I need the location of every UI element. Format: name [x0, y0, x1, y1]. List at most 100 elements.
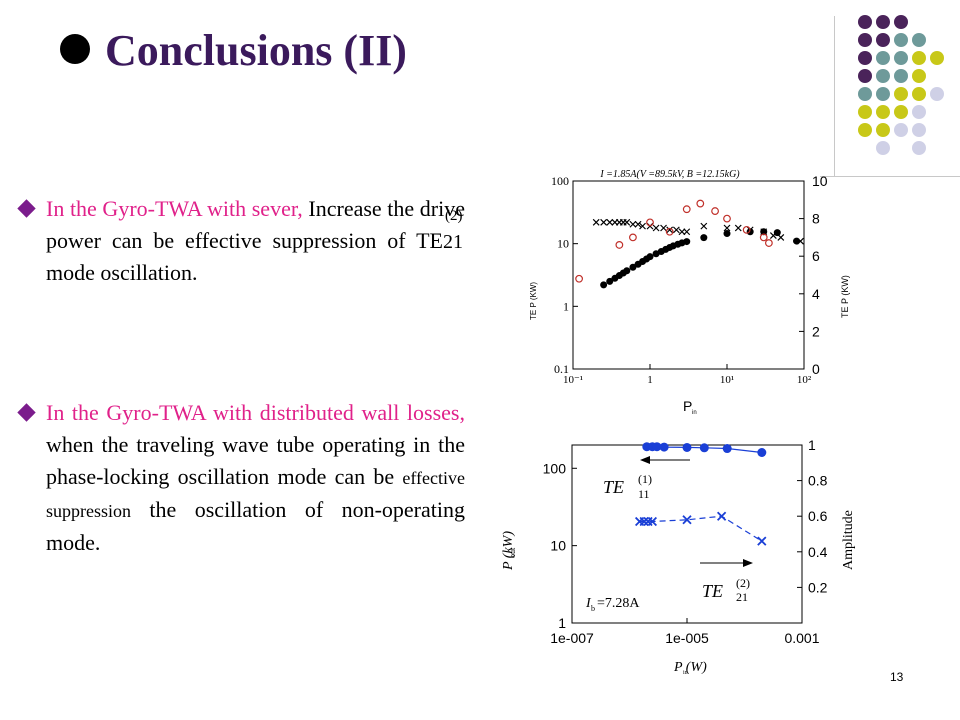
chart1-point-filled [773, 229, 781, 237]
te11-subscript: 11 [638, 487, 650, 501]
decorative-dot [912, 87, 926, 101]
chart1-point-open [711, 207, 719, 215]
chart1-x-tick-label: 1 [647, 374, 653, 386]
decorative-dot [876, 51, 890, 65]
chart2-point-filled [652, 442, 662, 452]
decorative-dot [894, 15, 908, 29]
title-bullet-icon [60, 34, 90, 64]
chart2-y-left-tick-label: 100 [543, 460, 567, 476]
te11-label: TE [603, 477, 624, 497]
decorative-dot [930, 51, 944, 65]
te21-arrow-head-icon [743, 559, 753, 567]
decorative-dot [858, 51, 872, 65]
bullet-2-body: when the traveling wave tube operating i… [46, 432, 465, 489]
chart1-y-left-tick-label: 0.1 [554, 362, 569, 376]
decorative-dot [858, 87, 872, 101]
te11-arrow-head-icon [640, 456, 650, 464]
chart2-y-right-tick-label: 0.2 [808, 579, 828, 595]
chart1-point-x [652, 224, 660, 232]
chart1-point-x [634, 220, 642, 228]
chart1-point-open [646, 218, 654, 227]
chart1-point-x [700, 222, 708, 230]
decorative-horizontal-line [820, 176, 960, 177]
chart1-y-left-tick-label: 1 [563, 299, 569, 313]
chart2-ylabel-right: Amplitude [841, 510, 856, 570]
chart1-x-tick-label: 10¹ [720, 374, 734, 386]
bullet-1-tail: mode oscillation. [46, 260, 198, 285]
chart2-point-filled [682, 442, 692, 452]
chart1-point-x [760, 228, 768, 236]
chart1-point-x [629, 220, 637, 228]
chart2-xlabel: P (W) [673, 660, 707, 675]
decorative-dot [876, 33, 890, 47]
chart1-point-filled [793, 237, 801, 245]
chart1-point-filled [700, 234, 708, 242]
chart1-ylabel-right: TE P (KW) [840, 275, 850, 318]
chart1-point-filled [623, 267, 631, 275]
chart1-point-filled [746, 228, 754, 236]
decorative-dot [894, 51, 908, 65]
chart2-y-right-tick-label: 0.8 [808, 473, 828, 489]
decorative-dot [876, 141, 890, 155]
chart1-y-left-tick-label: 10 [557, 237, 569, 251]
chart1-point-open [615, 241, 624, 249]
bullet-text-2: In the Gyro-TWA with distributed wall lo… [46, 397, 465, 559]
slide-title: Conclusions (II) [105, 26, 407, 75]
chart1-point-open [665, 227, 674, 236]
chart1-point-open [696, 199, 705, 208]
chart1-point-open [682, 205, 691, 214]
chart1-point-filled [646, 253, 654, 261]
chart2-point-filled [722, 444, 732, 454]
chart1-point-x [666, 226, 674, 234]
te21-superscript: (2) [736, 576, 750, 590]
te11-superscript: (1) [638, 472, 652, 486]
bullet-paragraph-2: In the Gyro-TWA with distributed wall lo… [17, 397, 465, 559]
chart1-point-x [797, 237, 804, 245]
current-subscript: b [591, 604, 595, 613]
chart2-y-left-tick-label: 1 [558, 615, 566, 631]
decorative-dot [858, 123, 872, 137]
chart1-point-filled [606, 277, 614, 285]
bullet-text-1: In the Gyro-TWA with sever, Increase the… [46, 193, 465, 289]
chart2-point-x [716, 511, 727, 521]
chart2-y-right-tick-label: 0.6 [808, 508, 828, 524]
chart1-y-right-tick-label: 2 [812, 323, 820, 339]
chart2-ylabel-left-sub: out [508, 547, 517, 558]
decorative-dot [876, 69, 890, 83]
te21-label: TE [702, 581, 723, 601]
chart1-y-right-tick-label: 6 [812, 248, 820, 264]
chart2-y-left-tick-label: 10 [550, 538, 566, 554]
chart1-point-x [683, 228, 691, 236]
chart1-point-x [592, 218, 600, 226]
chart1-point-x [777, 233, 785, 241]
chart1-plot-frame [572, 180, 805, 370]
chart1-point-x [734, 224, 742, 232]
chart1-point-x [623, 218, 631, 226]
mode-index: (2) 21 [443, 209, 465, 253]
chart1-y-right-tick-label: 0 [812, 361, 820, 377]
decorative-dot [876, 105, 890, 119]
chart2-y-right-tick-label: 1 [808, 437, 816, 453]
chart1-title: I =1.85A(V =89.5kV, B =12.15kG) [599, 169, 740, 180]
chart-suppression-scatter: I =1.85A(V =89.5kV, B =12.15kG) 10⁻¹ 1 10¹… [529, 169, 850, 416]
decorative-dot [930, 87, 944, 101]
decorative-dot [912, 51, 926, 65]
decorative-dot [894, 69, 908, 83]
decorative-dot [912, 105, 926, 119]
bullet-2-highlight: In the Gyro-TWA with distributed wall lo… [46, 400, 465, 425]
chart1-point-x [606, 218, 614, 226]
mode-subscript: 21 [443, 231, 463, 253]
chart1-point-open [764, 239, 773, 247]
mode-superscript: (2) [445, 208, 463, 224]
chart1-y-right-tick-label: 4 [812, 286, 820, 302]
chart2-x-tick-label: 0.001 [784, 630, 819, 646]
chart1-point-open [759, 233, 768, 242]
diamond-bullet-icon [17, 403, 36, 422]
decorative-dot [894, 33, 908, 47]
chart2-series-line [639, 515, 763, 542]
decorative-dot [858, 15, 872, 29]
chart2-xlabel-sub: in [683, 670, 688, 676]
chart1-x-tick-label: 10⁻¹ [563, 374, 583, 386]
chart1-x-tick-label: 10² [797, 374, 812, 386]
chart2-point-x [647, 516, 658, 527]
